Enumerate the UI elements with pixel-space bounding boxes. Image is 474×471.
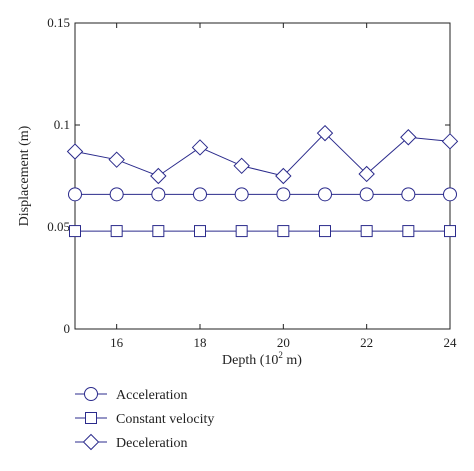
data-point-acceleration [359,187,374,202]
data-point-deceleration [108,151,125,168]
y-axis-ticks: 0 0.05 0.1 0.15 [47,15,450,336]
data-point-constant-velocity [235,225,248,238]
data-point-constant-velocity [444,225,456,238]
x-tick-label: 24 [444,335,458,350]
legend-label: Acceleration [116,388,188,403]
legend-marker-diamond [82,433,100,451]
series-constant-velocity [69,225,456,238]
data-point-acceleration [318,187,332,202]
x-tick-label: 18 [194,335,207,350]
data-point-acceleration [109,187,124,202]
series-deceleration [66,124,459,185]
data-point-constant-velocity [360,225,373,238]
data-point-deceleration [441,133,459,150]
data-point-constant-velocity [277,225,290,238]
data-point-deceleration [150,167,167,185]
legend-item-deceleration: Deceleration [75,433,188,451]
data-point-acceleration [401,187,416,202]
data-point-acceleration [443,187,457,202]
series-line-deceleration [74,132,451,177]
data-point-constant-velocity [110,225,123,238]
data-point-acceleration [234,187,249,202]
y-axis-label: Displacement (m) [17,125,32,226]
legend-marker-circle [84,387,98,401]
legend-item-acceleration: Acceleration [75,387,188,403]
series-acceleration [68,187,457,202]
x-axis-label-sup: 2 [278,350,283,360]
x-tick-label: 16 [110,335,124,350]
series-layer [66,124,459,238]
x-axis-label: Depth (102 m) [222,350,302,368]
data-point-constant-velocity [69,225,81,238]
data-point-constant-velocity [319,225,331,238]
legend: Acceleration Constant velocity Deceleratio… [75,387,214,451]
legend-item-constant-velocity: Constant velocity [75,412,214,427]
x-axis-label-main: Depth (10 [222,353,278,368]
y-tick-label: 0 [64,321,71,336]
x-tick-label: 20 [277,335,290,350]
x-axis-ticks: 16 18 20 22 24 [110,23,457,350]
y-tick-label: 0.05 [47,219,70,234]
plot-area [74,22,451,330]
data-point-deceleration [191,139,209,156]
data-point-acceleration [151,187,166,202]
data-point-constant-velocity [152,225,165,238]
data-point-constant-velocity [194,225,206,238]
data-point-deceleration [66,143,84,160]
legend-label: Deceleration [116,436,188,451]
legend-label: Constant velocity [116,412,214,427]
data-point-deceleration [275,167,292,185]
y-tick-label: 0.15 [47,15,70,30]
data-point-acceleration [68,187,82,202]
data-point-deceleration [400,129,417,146]
y-tick-label: 0.1 [54,117,70,132]
data-point-deceleration [358,165,375,183]
data-point-acceleration [276,187,291,202]
x-tick-label: 22 [360,335,373,350]
data-point-deceleration [316,124,334,142]
data-point-constant-velocity [402,225,415,238]
data-point-acceleration [193,187,207,202]
data-point-deceleration [233,157,250,175]
x-axis-label-tail: m) [283,353,302,368]
legend-marker-square [85,412,97,424]
